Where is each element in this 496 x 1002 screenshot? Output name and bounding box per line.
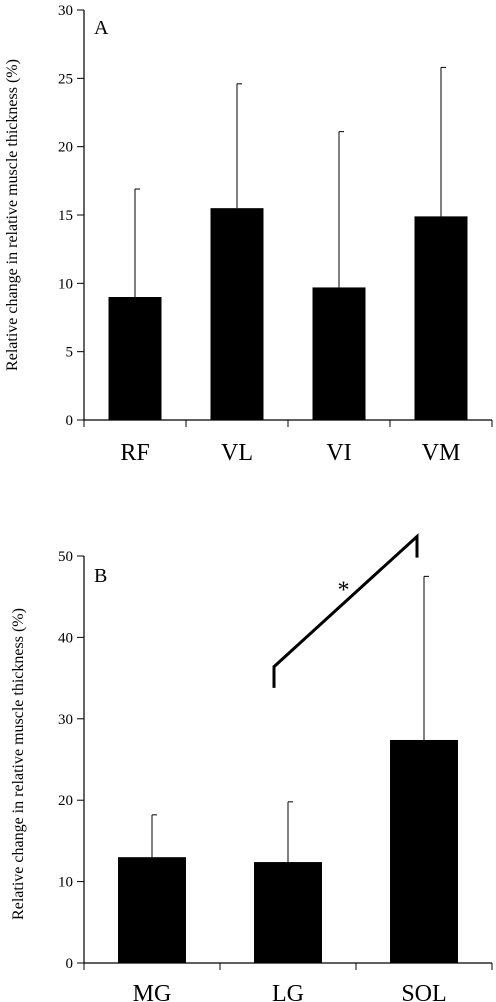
y-tick-label: 40 <box>58 630 73 646</box>
y-tick-label: 10 <box>58 875 73 891</box>
y-tick-label: 25 <box>58 71 73 87</box>
bar-rf <box>108 297 162 420</box>
y-tick-label: 30 <box>58 712 73 728</box>
bar-vi <box>312 287 366 420</box>
significance-marker: * <box>338 578 350 604</box>
bar-lg <box>254 862 322 963</box>
bar-vm <box>414 216 468 420</box>
bar-vl <box>210 208 264 420</box>
y-tick-label: 50 <box>58 549 73 565</box>
x-tick-label-sol: SOL <box>401 981 446 1002</box>
y-tick-label: 20 <box>58 140 73 156</box>
chart-panel-b: 0 10 20 30 40 50 MG LG SOL Relative change in rel… <box>10 533 493 1002</box>
y-tick-label: 5 <box>66 345 74 361</box>
x-tick-label-mg: MG <box>133 981 172 1002</box>
x-tick-label-vi: VI <box>326 440 351 466</box>
x-tick-label-lg: LG <box>272 981 304 1002</box>
y-tick-label: 30 <box>58 3 73 19</box>
panel-label: B <box>94 565 107 587</box>
x-tick-label-vl: VL <box>221 440 253 466</box>
bar-mg <box>118 857 186 963</box>
y-tick-label: 0 <box>66 413 74 429</box>
y-tick-label: 10 <box>58 276 73 292</box>
chart-panel-a: 0 5 10 15 20 25 30 RF VL VI VM Relative change in r… <box>4 3 493 466</box>
x-tick-label-rf: RF <box>120 440 149 466</box>
y-axis-label: Relative change in relative muscle thick… <box>4 59 21 371</box>
y-tick-label: 20 <box>58 793 73 809</box>
y-tick-label: 15 <box>58 208 73 224</box>
y-axis-label: Relative change in relative muscle thick… <box>10 608 27 920</box>
x-tick-label-vm: VM <box>422 440 461 466</box>
y-tick-label: 0 <box>66 956 74 972</box>
significance-bracket <box>272 533 419 688</box>
bar-sol <box>390 739 458 963</box>
panel-label: A <box>94 17 109 39</box>
